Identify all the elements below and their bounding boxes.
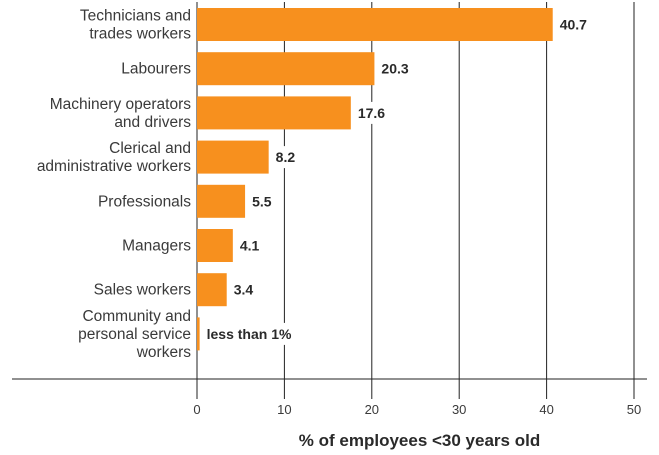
value-label-bg-3 (272, 146, 304, 169)
bars (197, 8, 553, 351)
bar-5 (197, 229, 233, 262)
value-label-0: 40.7 (560, 17, 587, 33)
x-tick-label-0: 0 (193, 402, 200, 417)
category-label-5: Managers (122, 238, 191, 255)
x-tick-labels: 0 10 20 30 40 50 (193, 402, 641, 417)
category-label-4: Professionals (98, 193, 191, 210)
bar-3 (197, 140, 269, 174)
bar-2 (197, 96, 351, 130)
x-tick-label-20: 20 (365, 402, 379, 417)
bar-6 (197, 273, 227, 307)
value-label-2: 17.6 (358, 105, 385, 121)
category-label-0: Technicians and trades workers (80, 8, 191, 43)
value-label-6: 3.4 (234, 282, 254, 298)
value-label-1: 20.3 (381, 61, 408, 77)
x-tick-label-30: 30 (452, 402, 466, 417)
bar-7 (197, 317, 200, 351)
value-label-bg-7 (203, 322, 309, 345)
x-tick-label-50: 50 (627, 402, 641, 417)
value-label-bg-6 (230, 278, 262, 301)
x-tick-label-10: 10 (277, 402, 291, 417)
category-label-1: Labourers (121, 61, 191, 78)
x-tick-label-40: 40 (539, 402, 553, 417)
bar-4 (197, 184, 246, 218)
category-label-3: Clerical and administrative workers (37, 140, 191, 175)
value-label-bg-2 (354, 101, 394, 124)
category-label-7: Community and personal service workers (78, 308, 191, 361)
category-label-2: Machinery operators and drivers (50, 96, 192, 131)
value-label-5: 4.1 (240, 238, 260, 254)
value-label-bg-1 (378, 57, 418, 80)
bar-1 (197, 52, 375, 86)
category-labels: Technicians and trades workers Labourers Ma… (37, 8, 191, 361)
value-label-7: less than 1% (207, 326, 292, 342)
value-label-bg-0 (556, 13, 596, 36)
x-axis-title: % of employees <30 years old (299, 431, 540, 450)
value-label-bg-4 (249, 190, 280, 213)
value-label-4: 5.5 (252, 193, 272, 209)
value-label-bg-5 (236, 234, 268, 257)
bar-0 (197, 8, 553, 41)
value-label-3: 8.2 (276, 149, 296, 165)
category-label-6: Sales workers (94, 282, 192, 299)
value-labels: 40.7 20.3 17.6 8.2 5.5 4.1 3.4 less than 1% (203, 13, 596, 345)
